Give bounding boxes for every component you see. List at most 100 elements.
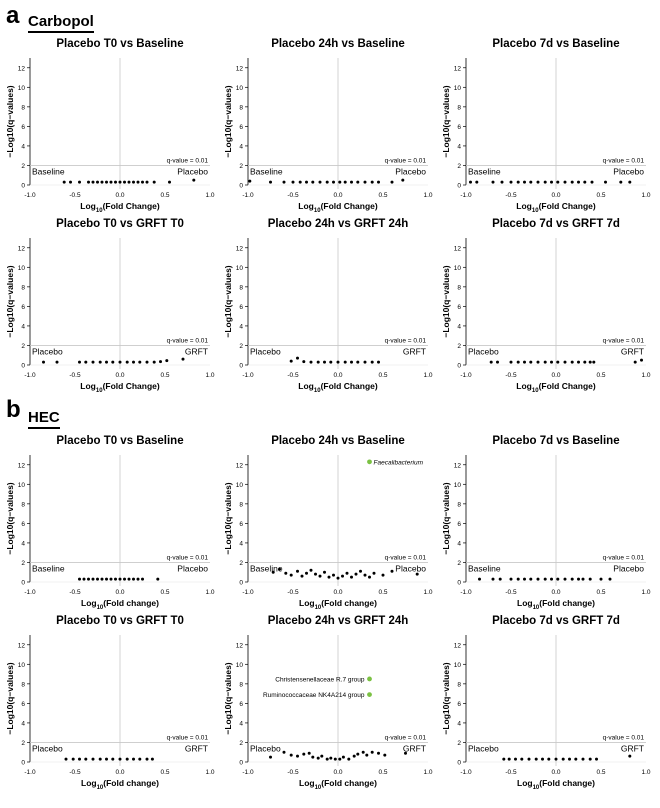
chart-9-data-point <box>581 577 585 581</box>
chart-2-data-point <box>325 180 329 184</box>
chart-3-data-point <box>536 180 540 184</box>
chart-5-x-axis-label: Log10(Fold Change) <box>298 381 378 394</box>
chart-4-data-point <box>91 360 95 364</box>
chart-5-data-point <box>289 359 293 363</box>
chart-4-data-point <box>84 360 88 364</box>
chart-7-x-tick-label: 1.0 <box>205 589 214 596</box>
chart-1-x-tick-label: 0.0 <box>115 192 124 199</box>
chart-6-x-tick-label: 0.0 <box>551 372 560 379</box>
chart-12-data-point <box>547 757 551 761</box>
chart-6-data-point <box>556 360 560 364</box>
chart-9-y-tick-label: 2 <box>457 560 461 567</box>
chart-9-data-point <box>509 577 513 581</box>
chart-10-data-point <box>71 757 75 761</box>
chart-1-data-point <box>141 180 144 184</box>
chart-5-x-tick-label: 1.0 <box>423 372 432 379</box>
chart-6-data-point <box>496 360 499 364</box>
chart-9-data-point <box>491 577 495 581</box>
chart-6-data-point <box>577 360 580 364</box>
chart-6-data-point <box>550 360 553 364</box>
chart-9-y-tick-label: 6 <box>457 521 461 528</box>
chart-10-y-tick-label: 12 <box>18 642 26 649</box>
chart-11-x-tick-label: -1.0 <box>242 769 254 776</box>
chart-5-y-tick-label: 0 <box>239 363 243 370</box>
chart-12-data-point <box>507 757 511 761</box>
panel-letter-a: a <box>6 2 20 29</box>
chart-5-data-point <box>370 360 374 364</box>
chart-7-data-point <box>123 577 126 581</box>
chart-9-data-point <box>556 577 560 581</box>
chart-5-y-tick-label: 6 <box>239 304 243 311</box>
chart-2-data-point <box>356 180 360 184</box>
chart-1-data-point <box>78 180 81 184</box>
chart-6-x-tick-label: 1.0 <box>641 372 650 379</box>
chart-6-y-tick-label: 0 <box>457 363 461 370</box>
chart-4-y-tick-label: 0 <box>21 363 25 370</box>
chart-8-data-point <box>300 574 304 578</box>
chart-9-threshold-label: q-value = 0.01 <box>603 554 645 561</box>
chart-6-x-tick-label: -1.0 <box>460 372 472 379</box>
chart-7-data-point <box>82 577 86 581</box>
chart-12-y-tick-label: 10 <box>454 662 462 669</box>
chart-1-right-group-label: Placebo <box>177 166 208 176</box>
chart-8-data-point <box>363 573 367 577</box>
chart-11-significant-point <box>367 676 372 682</box>
chart-2-x-tick-label: 0.0 <box>333 192 342 199</box>
chart-7-x-tick-label: 0.5 <box>160 589 169 596</box>
chart-6-data-point <box>536 360 540 364</box>
chart-2-x-tick-label: 0.5 <box>378 192 387 199</box>
chart-5-y-tick-label: 10 <box>236 265 244 272</box>
chart-11-data-point <box>404 751 407 755</box>
chart-8-title: Placebo 24h vs Baseline <box>271 435 405 447</box>
chart-1-data-point <box>62 180 66 184</box>
chart-7-data-point <box>91 577 95 581</box>
chart-4-y-tick-label: 2 <box>21 343 25 350</box>
chart-6-data-point <box>583 360 587 364</box>
chart-3-data-point <box>509 180 513 184</box>
chart-8-y-tick-label: 12 <box>236 462 244 469</box>
chart-7-x-tick-label: 0.0 <box>115 589 124 596</box>
chart-11-y-tick-label: 10 <box>236 662 244 669</box>
chart-8-y-tick-label: 6 <box>239 521 243 528</box>
chart-4-data-point <box>138 360 142 364</box>
chart-11-data-point <box>320 754 324 758</box>
chart-5-data-point <box>302 360 306 364</box>
chart-12-data-point <box>574 757 578 761</box>
chart-12-data-point <box>520 757 524 761</box>
chart-5-right-group-label: GRFT <box>403 346 426 356</box>
chart-12-data-point <box>554 757 558 761</box>
chart-7-x-axis-label: Log10(Fold change) <box>81 598 159 611</box>
chart-2-x-tick-label: 1.0 <box>423 192 432 199</box>
chart-8-data-point <box>289 573 293 577</box>
chart-8-data-point <box>390 569 394 573</box>
chart-1-x-tick-label: 1.0 <box>205 192 214 199</box>
chart-2-title: Placebo 24h vs Baseline <box>271 38 405 50</box>
chart-8-data-point <box>296 569 299 573</box>
chart-9-y-tick-label: 10 <box>454 482 462 489</box>
chart-3-data-point <box>550 180 553 184</box>
chart-12-x-tick-label: 0.0 <box>551 769 560 776</box>
chart-6-left-group-label: Placebo <box>468 346 499 356</box>
chart-5-data-point <box>356 360 360 364</box>
chart-12-data-point <box>527 757 531 761</box>
chart-9-y-tick-label: 0 <box>457 580 461 587</box>
chart-9-x-tick-label: -0.5 <box>505 589 517 596</box>
chart-8-data-point <box>336 576 340 580</box>
chart-3-data-point <box>577 180 580 184</box>
chart-1-y-tick-label: 0 <box>21 183 25 190</box>
chart-4-x-tick-label: -0.5 <box>69 372 81 379</box>
chart-5-x-tick-label: 0.5 <box>378 372 387 379</box>
chart-8-x-tick-label: 0.5 <box>378 589 387 596</box>
chart-1-data-point <box>127 180 131 184</box>
chart-12-data-point <box>568 757 571 761</box>
chart-11-data-point <box>282 750 286 754</box>
chart-12-y-tick-label: 2 <box>457 740 461 747</box>
chart-3-data-point <box>619 180 623 184</box>
chart-7-y-tick-label: 10 <box>18 482 26 489</box>
chart-9-x-tick-label: -1.0 <box>460 589 472 596</box>
chart-9-data-point <box>550 577 553 581</box>
chart-1-data-point <box>145 180 149 184</box>
chart-11-data-point <box>316 756 320 760</box>
chart-12-y-tick-label: 4 <box>457 720 461 727</box>
chart-6-x-axis-label: Log10(Fold Change) <box>516 381 596 394</box>
